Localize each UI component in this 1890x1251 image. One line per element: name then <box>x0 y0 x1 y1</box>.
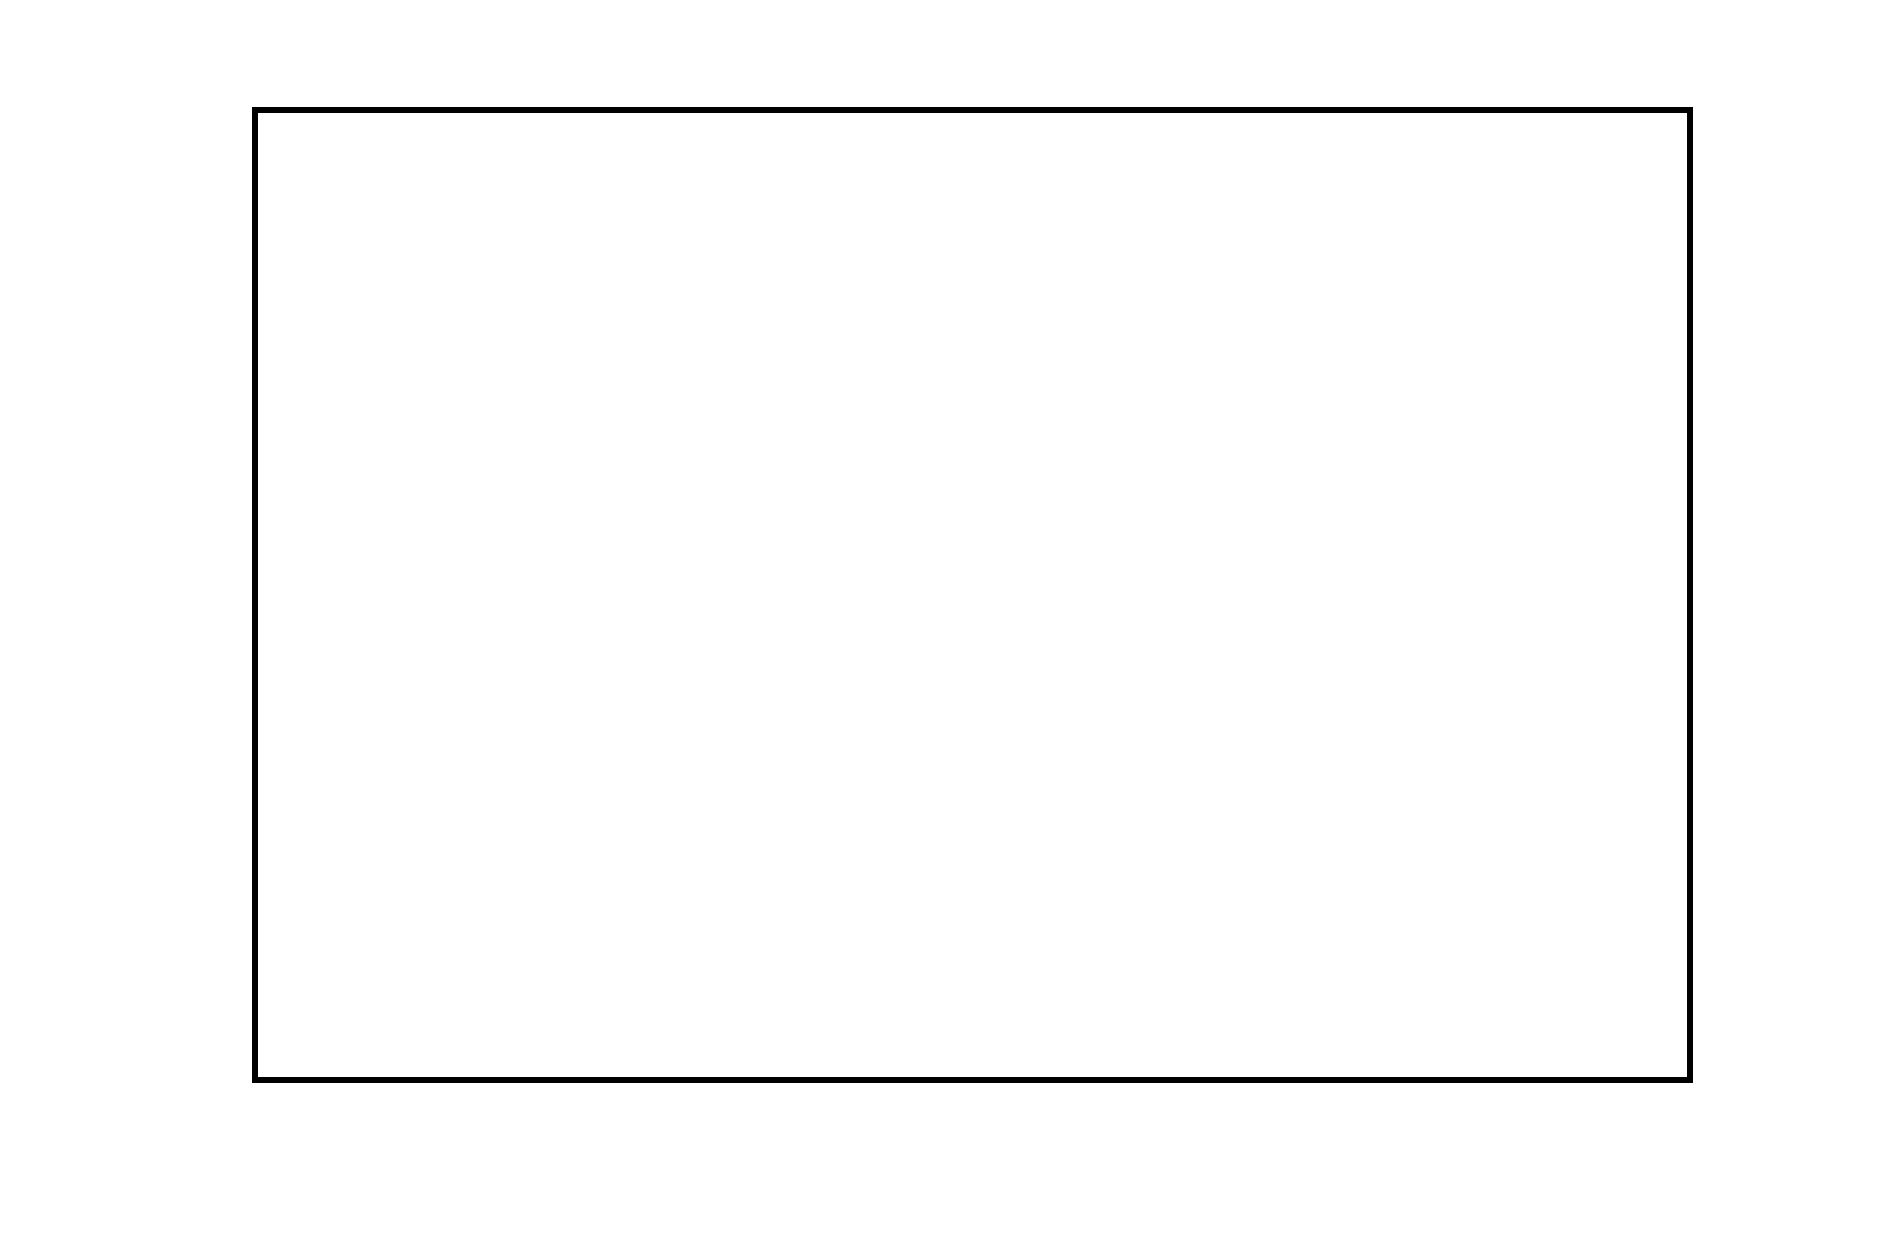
chart-svg <box>0 0 1890 1251</box>
chart-background <box>0 0 1890 1251</box>
dual-axis-line-chart <box>0 0 1890 1251</box>
